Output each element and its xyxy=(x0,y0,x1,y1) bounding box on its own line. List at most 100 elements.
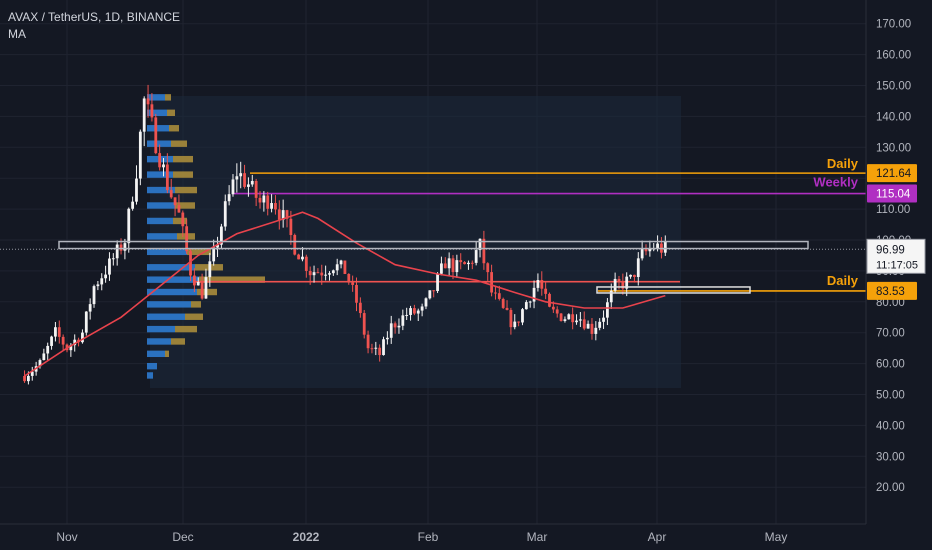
candle-up xyxy=(138,131,142,179)
candle-up xyxy=(96,284,100,287)
volume-profile-bar xyxy=(173,155,193,163)
candle-down xyxy=(146,98,150,105)
candle-down xyxy=(23,375,26,382)
daily-lower-price-tag: 83.53 xyxy=(876,286,905,298)
candle-down xyxy=(494,292,497,294)
candle-down xyxy=(177,205,181,213)
candle-up xyxy=(586,323,590,329)
volume-profile-bar xyxy=(147,140,171,147)
candle-up xyxy=(385,337,389,340)
candle-down xyxy=(351,282,355,285)
time-tick-label: May xyxy=(765,530,788,544)
candle-down xyxy=(459,260,463,263)
candle-down xyxy=(366,334,370,349)
candle-up xyxy=(223,201,227,227)
price-tick-label: 20.00 xyxy=(876,482,905,494)
candle-down xyxy=(362,313,366,335)
price-tick-label: 40.00 xyxy=(876,420,905,432)
candle-up xyxy=(436,273,439,292)
candle-down xyxy=(590,323,594,334)
candle-up xyxy=(455,260,459,273)
candle-up xyxy=(100,278,104,285)
candle-down xyxy=(470,262,474,264)
candle-up xyxy=(108,258,111,275)
price-tick-label: 70.00 xyxy=(876,328,905,340)
indicator-label[interactable]: MA xyxy=(8,27,26,41)
candle-down xyxy=(150,104,154,118)
time-axis[interactable]: Nov Dec 2022 Feb Mar Apr May xyxy=(56,530,787,544)
moving-average-line xyxy=(24,211,666,377)
candle-up xyxy=(30,371,34,376)
candle-up xyxy=(424,298,428,307)
candle-down xyxy=(378,347,382,356)
candle-up xyxy=(312,272,316,276)
candle-up xyxy=(613,278,617,291)
candle-down xyxy=(463,262,466,265)
candle-down xyxy=(393,323,397,328)
candle-down xyxy=(200,281,204,299)
candle-up xyxy=(131,201,135,209)
price-tick-label: 30.00 xyxy=(876,451,905,463)
candle-up xyxy=(536,279,540,288)
daily-lower-label: Daily xyxy=(827,273,859,288)
candle-down xyxy=(243,173,246,187)
candle-up xyxy=(88,304,92,312)
candle-up xyxy=(196,281,200,286)
candle-down xyxy=(165,164,169,191)
candle-up xyxy=(220,226,223,245)
volume-profile-bar xyxy=(147,372,153,379)
candle-up xyxy=(281,210,285,220)
candle-down xyxy=(258,197,262,203)
volume-profile-bar xyxy=(175,325,197,333)
price-tick-label: 160.00 xyxy=(876,50,911,62)
candle-up xyxy=(27,375,30,382)
candle-up xyxy=(262,195,266,203)
symbol-title[interactable]: AVAX / TetherUS, 1D, BINANCE xyxy=(8,10,181,24)
daily-lower-price-tag-bg xyxy=(867,281,917,300)
zone-boxes[interactable] xyxy=(58,240,809,294)
candle-down xyxy=(297,254,300,260)
volume-profile-bar xyxy=(147,248,187,256)
candle-up xyxy=(409,308,412,315)
candle-up xyxy=(235,176,239,180)
volume-profile-bar xyxy=(147,125,169,132)
candle-down xyxy=(355,284,358,303)
candle-up xyxy=(81,332,84,343)
candle-up xyxy=(84,311,88,333)
price-tick-label: 140.00 xyxy=(876,111,911,123)
volume-profile xyxy=(147,94,265,379)
candle-up xyxy=(636,258,640,277)
candle-up xyxy=(563,319,567,321)
candle-down xyxy=(501,298,505,308)
daily-upper-price-tag: 121.64 xyxy=(876,168,912,180)
candle-up xyxy=(524,302,528,310)
candle-down xyxy=(343,260,347,274)
daily-upper-label: Daily xyxy=(827,156,859,171)
daily-upper-price-tag-bg xyxy=(867,164,917,183)
candle-up xyxy=(42,353,46,361)
support-zone-box[interactable] xyxy=(596,286,751,294)
volume-profile-bar xyxy=(171,140,187,147)
candle-up xyxy=(104,274,107,279)
resistance-zone-box[interactable] xyxy=(58,240,809,250)
candle-down xyxy=(582,319,586,329)
volume-profile-bar xyxy=(199,276,265,283)
candle-up xyxy=(578,319,582,321)
candle-up xyxy=(397,325,401,328)
candle-up xyxy=(663,241,667,253)
volume-profile-bar xyxy=(147,171,173,178)
candle-down xyxy=(347,273,351,283)
time-tick-label: Nov xyxy=(56,530,77,544)
candle-up xyxy=(50,336,53,346)
volume-profile-bar xyxy=(147,325,175,333)
candle-down xyxy=(413,308,416,314)
candle-up xyxy=(335,264,339,271)
price-tick-label: 130.00 xyxy=(876,142,911,154)
candle-down xyxy=(633,274,636,277)
candle-down xyxy=(266,195,270,209)
candle-countdown: 11:17:05 xyxy=(876,259,918,271)
candle-up xyxy=(567,314,571,320)
candle-down xyxy=(432,290,436,292)
candle-down xyxy=(505,307,509,310)
